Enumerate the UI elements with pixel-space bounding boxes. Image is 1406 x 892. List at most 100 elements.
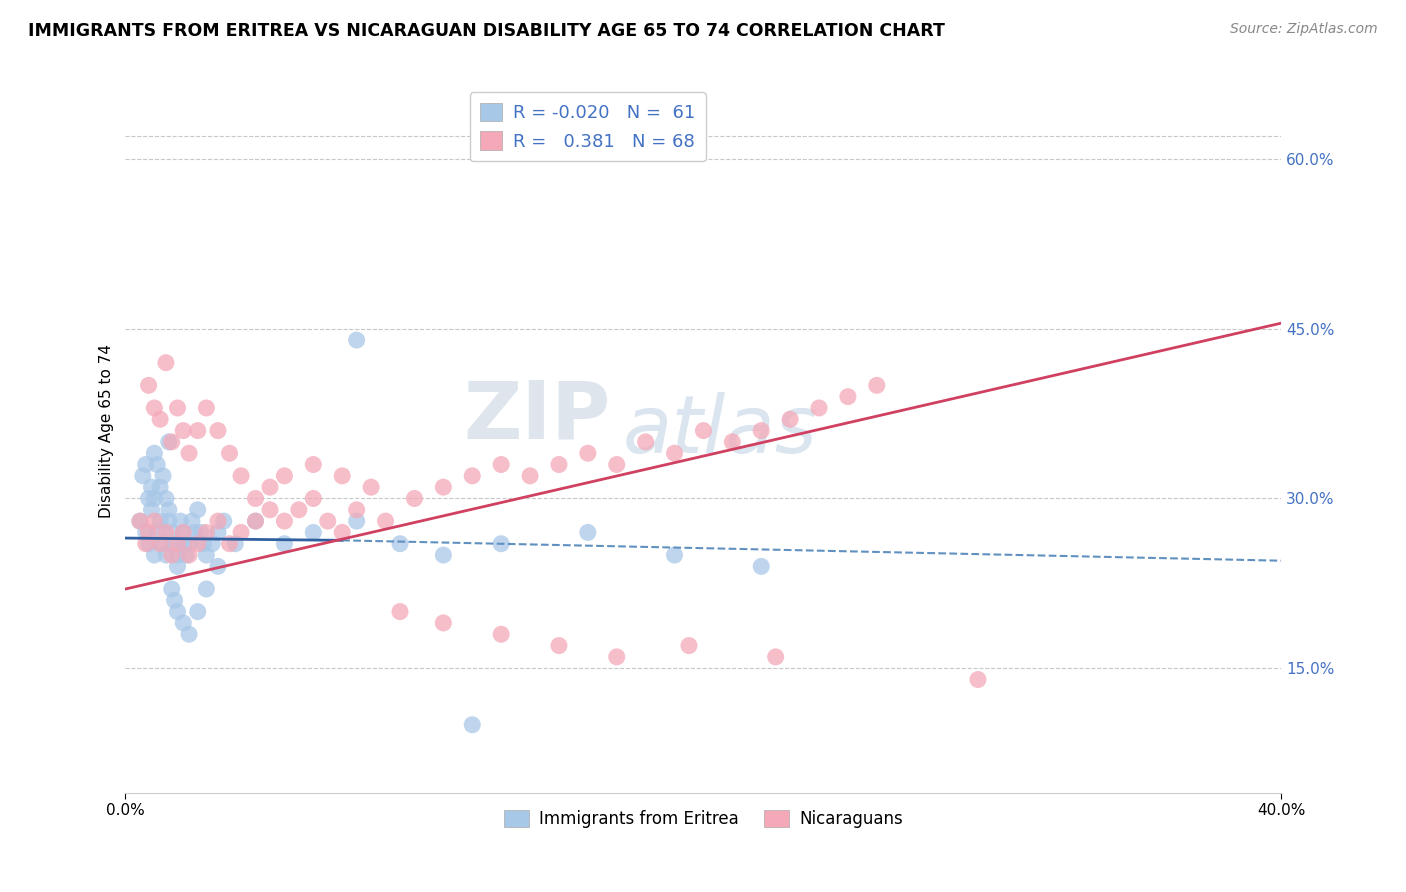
Point	[166, 605, 188, 619]
Point	[207, 559, 229, 574]
Point	[224, 537, 246, 551]
Text: atlas: atlas	[623, 392, 817, 469]
Point	[141, 480, 163, 494]
Point	[157, 434, 180, 449]
Point	[135, 537, 157, 551]
Point	[229, 468, 252, 483]
Point	[634, 434, 657, 449]
Point	[163, 537, 186, 551]
Point	[155, 356, 177, 370]
Point	[765, 649, 787, 664]
Point	[692, 424, 714, 438]
Point	[149, 514, 172, 528]
Point	[132, 468, 155, 483]
Point	[346, 514, 368, 528]
Point	[388, 605, 411, 619]
Point	[273, 514, 295, 528]
Point	[187, 503, 209, 517]
Point	[749, 424, 772, 438]
Point	[135, 525, 157, 540]
Point	[461, 718, 484, 732]
Point	[166, 401, 188, 415]
Point	[489, 537, 512, 551]
Point	[187, 605, 209, 619]
Point	[967, 673, 990, 687]
Point	[245, 491, 267, 506]
Point	[187, 537, 209, 551]
Point	[432, 615, 454, 630]
Point	[779, 412, 801, 426]
Point	[302, 525, 325, 540]
Point	[177, 446, 200, 460]
Point	[346, 503, 368, 517]
Point	[155, 491, 177, 506]
Point	[749, 559, 772, 574]
Point	[157, 514, 180, 528]
Point	[259, 503, 281, 517]
Point	[288, 503, 311, 517]
Point	[138, 378, 160, 392]
Point	[174, 548, 197, 562]
Point	[141, 503, 163, 517]
Point	[157, 503, 180, 517]
Point	[360, 480, 382, 494]
Point	[330, 468, 353, 483]
Point	[207, 514, 229, 528]
Point	[172, 525, 194, 540]
Point	[576, 525, 599, 540]
Text: Source: ZipAtlas.com: Source: ZipAtlas.com	[1230, 22, 1378, 37]
Point	[143, 401, 166, 415]
Point	[316, 514, 339, 528]
Point	[218, 537, 240, 551]
Point	[138, 525, 160, 540]
Point	[195, 582, 218, 596]
Point	[143, 491, 166, 506]
Point	[461, 468, 484, 483]
Point	[201, 537, 224, 551]
Point	[193, 537, 215, 551]
Point	[212, 514, 235, 528]
Point	[166, 559, 188, 574]
Point	[721, 434, 744, 449]
Point	[207, 424, 229, 438]
Point	[330, 525, 353, 540]
Point	[606, 649, 628, 664]
Point	[149, 480, 172, 494]
Point	[160, 582, 183, 596]
Point	[143, 548, 166, 562]
Point	[160, 525, 183, 540]
Point	[195, 548, 218, 562]
Text: ZIP: ZIP	[464, 377, 612, 455]
Point	[302, 458, 325, 472]
Point	[129, 514, 152, 528]
Point	[143, 446, 166, 460]
Point	[195, 525, 218, 540]
Point	[152, 468, 174, 483]
Point	[160, 434, 183, 449]
Point	[837, 390, 859, 404]
Point	[146, 525, 169, 540]
Point	[489, 458, 512, 472]
Point	[146, 458, 169, 472]
Point	[489, 627, 512, 641]
Point	[374, 514, 396, 528]
Point	[808, 401, 831, 415]
Point	[190, 525, 212, 540]
Point	[207, 525, 229, 540]
Point	[163, 593, 186, 607]
Point	[245, 514, 267, 528]
Point	[245, 514, 267, 528]
Point	[169, 514, 191, 528]
Legend: Immigrants from Eritrea, Nicaraguans: Immigrants from Eritrea, Nicaraguans	[498, 804, 910, 835]
Point	[519, 468, 541, 483]
Point	[177, 548, 200, 562]
Point	[129, 514, 152, 528]
Point	[177, 627, 200, 641]
Point	[155, 548, 177, 562]
Point	[273, 468, 295, 483]
Point	[432, 548, 454, 562]
Point	[664, 446, 686, 460]
Point	[866, 378, 889, 392]
Point	[152, 537, 174, 551]
Point	[172, 537, 194, 551]
